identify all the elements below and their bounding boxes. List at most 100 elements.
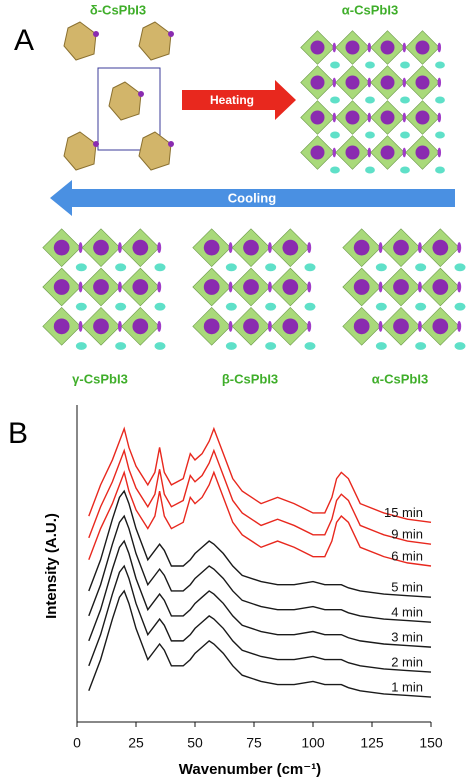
atom: [132, 239, 149, 256]
atom: [400, 166, 410, 174]
series-label: 1 min: [391, 679, 423, 694]
atom: [78, 242, 83, 254]
arrow-label: Heating: [210, 93, 254, 107]
atom: [365, 166, 375, 174]
structure-label: δ-CsPbI3: [90, 2, 146, 17]
atom: [75, 302, 87, 311]
atom: [435, 131, 445, 139]
atom: [457, 242, 462, 254]
x-tick-label: 0: [73, 735, 81, 751]
atom: [307, 242, 312, 254]
atom: [243, 279, 259, 295]
atom: [228, 242, 233, 254]
atom: [435, 166, 445, 174]
spectrum-line: [88, 448, 432, 545]
atom: [154, 263, 166, 272]
atom: [437, 42, 442, 53]
atom: [367, 147, 372, 158]
atom: [78, 281, 83, 293]
atom: [117, 242, 122, 254]
atom: [225, 263, 237, 272]
atom: [157, 320, 162, 332]
atom: [353, 239, 370, 256]
atom: [93, 31, 99, 37]
atom: [310, 75, 325, 90]
atom: [310, 110, 325, 125]
atom: [378, 242, 383, 254]
octahedron: [138, 131, 172, 171]
atom: [345, 75, 360, 90]
atom: [417, 320, 422, 332]
arrow-label: Cooling: [228, 190, 276, 205]
atom: [415, 145, 430, 160]
atom: [393, 279, 409, 295]
octahedron: [138, 21, 172, 61]
atom: [267, 242, 272, 254]
series-label: 5 min: [391, 580, 423, 595]
atom: [117, 281, 122, 293]
atom: [454, 342, 466, 350]
spectrum-line: [88, 564, 432, 673]
series-label: 3 min: [391, 630, 423, 645]
atom: [345, 110, 360, 125]
atom: [168, 141, 174, 147]
atom: [282, 279, 299, 295]
atom: [267, 320, 272, 332]
atom: [345, 40, 360, 55]
atom: [304, 342, 316, 350]
x-tick-label: 25: [128, 735, 144, 751]
atom: [93, 318, 109, 335]
x-tick-label: 100: [301, 735, 325, 751]
atom: [378, 320, 383, 332]
atom: [115, 342, 127, 350]
atom: [457, 320, 462, 332]
atom: [228, 281, 233, 293]
series-label: 2 min: [391, 655, 423, 670]
spectrum-line: [88, 470, 432, 567]
x-tick-label: 75: [246, 735, 262, 751]
atom: [353, 318, 370, 335]
atom: [400, 131, 410, 139]
atom: [265, 263, 277, 272]
unit-cell: [97, 67, 161, 151]
x-tick-label: 150: [419, 735, 443, 751]
x-tick-label: 125: [360, 735, 384, 751]
atom: [332, 77, 337, 88]
atom: [243, 318, 259, 335]
atom: [265, 342, 277, 350]
atom: [375, 342, 387, 350]
atom: [154, 302, 166, 311]
atom: [437, 112, 442, 123]
atom: [393, 318, 409, 335]
atom: [330, 166, 340, 174]
atom: [225, 302, 237, 311]
atom: [365, 61, 375, 69]
structures: [42, 21, 466, 350]
atom: [93, 279, 109, 295]
atom: [415, 302, 427, 311]
atom: [243, 239, 259, 256]
spectrum-line: [88, 426, 432, 524]
atom: [78, 320, 83, 332]
spectrum-line: [88, 489, 432, 598]
atom: [304, 302, 316, 311]
atom: [138, 91, 144, 97]
y-axis-title: Intensity (A.U.): [43, 513, 60, 619]
atom: [380, 40, 395, 55]
atom: [228, 320, 233, 332]
atom: [454, 263, 466, 272]
octahedron: [63, 21, 97, 61]
atom: [380, 75, 395, 90]
atom: [402, 112, 407, 123]
atom: [304, 263, 316, 272]
atom: [437, 147, 442, 158]
structure-label: β-CsPbI3: [222, 371, 278, 386]
atom: [267, 281, 272, 293]
atom: [417, 242, 422, 254]
atom: [400, 96, 410, 104]
atom: [402, 147, 407, 158]
atom: [53, 279, 70, 295]
atom: [307, 281, 312, 293]
atom: [132, 318, 149, 335]
